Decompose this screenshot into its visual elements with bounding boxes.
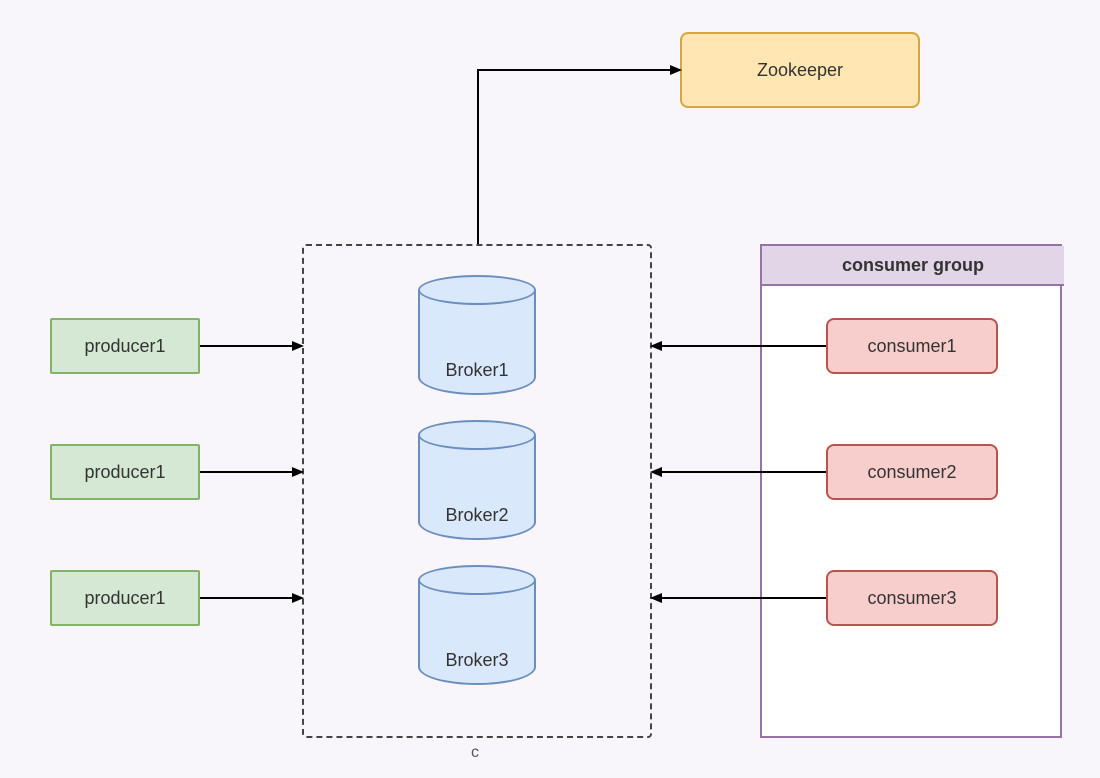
cylinder-top [418, 275, 536, 305]
consumer-group-title: consumer group [762, 246, 1064, 286]
producer-node: producer1 [50, 444, 200, 500]
producer-node: producer1 [50, 570, 200, 626]
consumer-label: consumer1 [867, 336, 956, 357]
cylinder-top [418, 565, 536, 595]
consumer-label: consumer2 [867, 462, 956, 483]
broker-cylinder: Broker1 [418, 275, 536, 395]
consumer-node: consumer2 [826, 444, 998, 500]
cylinder-top [418, 420, 536, 450]
producer-label: producer1 [84, 462, 165, 483]
consumer-label: consumer3 [867, 588, 956, 609]
producer-label: producer1 [84, 588, 165, 609]
diagram-canvas: Zookeeper Broker1 Broker2 Broker3 c prod… [0, 0, 1100, 778]
zookeeper-node: Zookeeper [680, 32, 920, 108]
zookeeper-label: Zookeeper [757, 60, 843, 81]
broker-label: Broker3 [418, 650, 536, 671]
broker-label: Broker1 [418, 360, 536, 381]
consumer-group-title-label: consumer group [842, 255, 984, 276]
consumer-node: consumer1 [826, 318, 998, 374]
producer-label: producer1 [84, 336, 165, 357]
broker-label: Broker2 [418, 505, 536, 526]
footer-letter: c [471, 744, 479, 762]
broker-cylinder: Broker2 [418, 420, 536, 540]
producer-node: producer1 [50, 318, 200, 374]
broker-cylinder: Broker3 [418, 565, 536, 685]
consumer-node: consumer3 [826, 570, 998, 626]
